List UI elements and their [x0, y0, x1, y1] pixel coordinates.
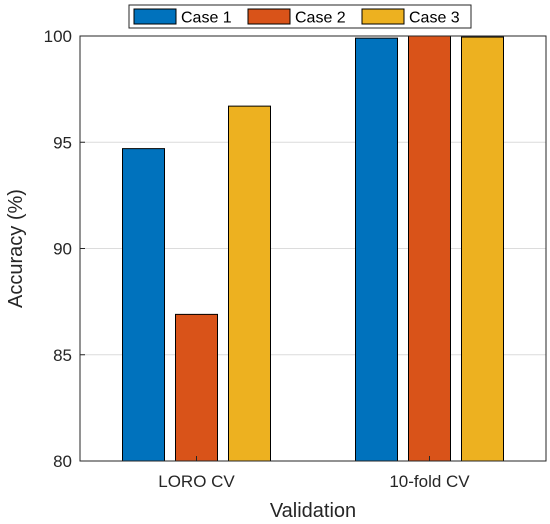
x-axis-ticks: LORO CV 10-fold CV — [158, 456, 470, 491]
bar-case-1-loro-cv — [122, 148, 165, 462]
legend-swatch-case-3 — [361, 8, 405, 25]
y-tick-label: 85 — [53, 346, 72, 365]
legend-label: Case 1 — [181, 10, 232, 27]
legend-label: Case 3 — [409, 10, 460, 27]
legend-swatch-case-1 — [133, 8, 177, 25]
y-axis-ticks: 80 85 90 95 100 — [44, 27, 85, 471]
legend-swatch-case-2 — [247, 8, 291, 25]
x-tick-label: LORO CV — [158, 472, 235, 491]
legend: Case 1 Case 2 Case 3 — [128, 4, 472, 29]
bar-case-2-loro-cv — [175, 313, 218, 462]
y-tick-label: 80 — [53, 452, 72, 471]
bar-case-2-10-fold-cv — [408, 35, 451, 462]
bar-case-3-10-fold-cv — [461, 36, 504, 462]
y-tick-label: 100 — [44, 27, 72, 46]
legend-label: Case 2 — [295, 10, 346, 27]
y-tick-label: 90 — [53, 240, 72, 259]
bars — [122, 35, 504, 462]
bar-case-1-10-fold-cv — [355, 37, 398, 462]
bar-case-3-loro-cv — [228, 105, 271, 462]
y-axis-label: Accuracy (%) — [5, 189, 27, 308]
y-tick-label: 95 — [53, 133, 72, 152]
x-tick-label: 10-fold CV — [389, 472, 470, 491]
x-axis-label: Validation — [270, 500, 356, 522]
